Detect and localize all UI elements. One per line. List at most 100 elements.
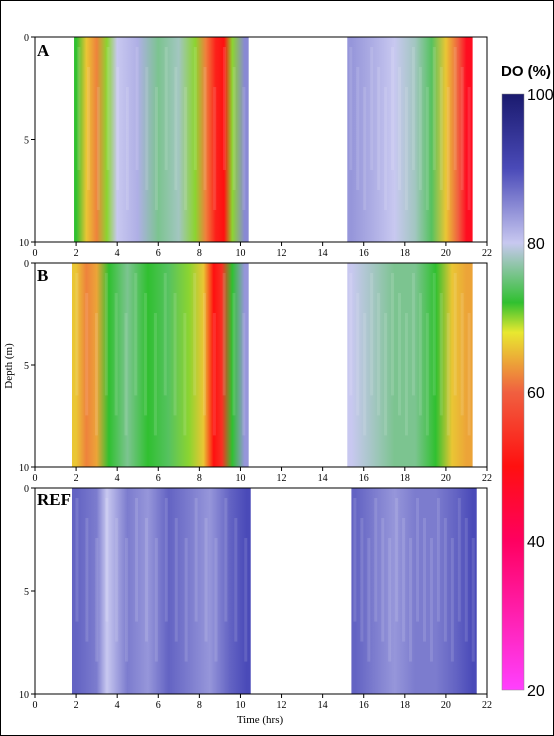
- texture-streak: [432, 47, 436, 170]
- texture-streak: [374, 498, 378, 622]
- texture-streak: [194, 498, 198, 622]
- texture-streak: [75, 498, 79, 622]
- colorbar-tick-label: 60: [527, 385, 545, 402]
- texture-streak: [418, 293, 422, 416]
- x-tick-label: 16: [359, 700, 369, 711]
- texture-streak: [125, 87, 129, 210]
- texture-streak: [402, 518, 406, 642]
- texture-streak: [370, 47, 374, 170]
- x-tick-label: 20: [441, 473, 451, 484]
- x-tick-label: 8: [197, 248, 202, 259]
- texture-streak: [193, 273, 197, 396]
- texture-streak: [453, 47, 457, 170]
- texture-streak: [213, 87, 217, 210]
- texture-streak: [370, 273, 374, 396]
- texture-streak: [77, 47, 81, 170]
- x-tick-label: 10: [235, 473, 245, 484]
- x-tick-label: 20: [441, 700, 451, 711]
- texture-streak: [164, 47, 168, 170]
- texture-streak: [367, 538, 371, 662]
- colorbar-tick-label: 100: [527, 87, 554, 104]
- texture-streak: [153, 313, 157, 436]
- x-tick-label: 12: [277, 700, 287, 711]
- texture-streak: [184, 87, 188, 210]
- data-segment: [74, 37, 249, 242]
- texture-streak: [75, 273, 79, 396]
- data-segment: [347, 263, 473, 467]
- panel-label: B: [37, 266, 48, 285]
- texture-streak: [222, 47, 226, 170]
- x-tick-label: 10: [235, 248, 245, 259]
- texture-streak: [391, 273, 395, 396]
- texture-streak: [242, 313, 246, 436]
- x-tick-label: 12: [277, 248, 287, 259]
- texture-streak: [193, 47, 197, 170]
- texture-streak: [418, 67, 422, 190]
- x-tick-label: 14: [318, 248, 328, 259]
- texture-streak: [425, 313, 429, 436]
- texture-streak: [135, 498, 139, 622]
- texture-streak: [381, 518, 385, 642]
- texture-streak: [425, 87, 429, 210]
- panel-a: 0 2 4 6 8 10 12 14 16 18 20 22 0 5 10 A: [19, 33, 492, 259]
- texture-streak: [144, 293, 148, 416]
- texture-streak: [398, 293, 402, 416]
- texture-streak: [423, 518, 427, 642]
- x-tick-label: 10: [235, 700, 245, 711]
- colorbar-tick-label: 40: [527, 534, 545, 551]
- colorbar-tick-label: 20: [527, 683, 545, 700]
- texture-streak: [356, 293, 360, 416]
- texture-streak: [377, 67, 381, 190]
- texture-streak: [144, 518, 148, 642]
- y-tick-label: 5: [24, 587, 29, 598]
- texture-streak: [471, 538, 475, 662]
- x-tick-label: 8: [197, 700, 202, 711]
- texture-streak: [464, 518, 468, 642]
- x-tick-label: 14: [318, 700, 328, 711]
- texture-streak: [446, 313, 450, 436]
- colorbar-tick-label: 80: [527, 236, 545, 253]
- x-tick-label: 16: [359, 248, 369, 259]
- texture-streak: [85, 518, 89, 642]
- texture-streak: [183, 313, 187, 436]
- texture-streak: [184, 538, 188, 662]
- x-tick-label: 4: [115, 248, 120, 259]
- y-tick-label: 0: [24, 259, 29, 270]
- data-segment: [351, 488, 477, 694]
- texture-streak: [164, 498, 168, 622]
- x-tick-label: 0: [33, 473, 38, 484]
- texture-streak: [391, 47, 395, 170]
- texture-streak: [155, 87, 159, 210]
- texture-streak: [104, 273, 108, 396]
- texture-streak: [411, 47, 415, 170]
- x-tick-label: 2: [74, 248, 79, 259]
- texture-streak: [432, 273, 436, 396]
- texture-streak: [244, 538, 248, 662]
- texture-streak: [124, 313, 128, 436]
- texture-streak: [409, 538, 413, 662]
- texture-streak: [416, 498, 420, 622]
- texture-streak: [429, 538, 433, 662]
- panel-label: REF: [37, 490, 71, 509]
- texture-streak: [96, 87, 100, 210]
- texture-streak: [115, 518, 119, 642]
- y-tick-label: 10: [19, 463, 29, 474]
- colorbar-scale: [501, 93, 525, 691]
- texture-streak: [363, 87, 367, 210]
- x-tick-label: 6: [156, 700, 161, 711]
- y-tick-label: 5: [24, 361, 29, 372]
- texture-streak: [163, 273, 167, 396]
- x-tick-label: 14: [318, 473, 328, 484]
- texture-streak: [404, 87, 408, 210]
- x-tick-label: 6: [156, 248, 161, 259]
- texture-streak: [224, 498, 228, 622]
- x-tick-label: 18: [400, 700, 410, 711]
- texture-streak: [212, 313, 216, 436]
- texture-streak: [242, 87, 246, 210]
- texture-streak: [457, 498, 461, 622]
- y-tick-label: 10: [19, 238, 29, 249]
- texture-streak: [232, 293, 236, 416]
- texture-streak: [411, 273, 415, 396]
- x-tick-label: 4: [115, 473, 120, 484]
